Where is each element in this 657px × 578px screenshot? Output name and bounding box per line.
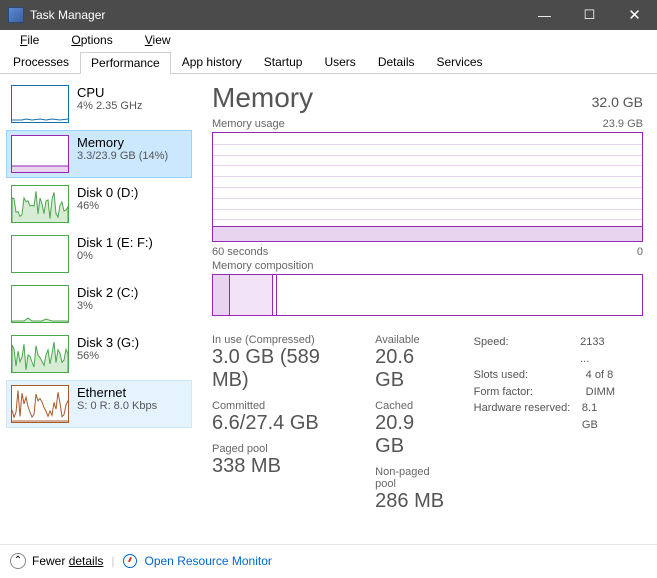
sidebar-name: Ethernet — [77, 385, 157, 400]
sidebar-item-disk0[interactable]: Disk 0 (D:)46% — [6, 180, 192, 228]
stat-label: Non-paged pool — [375, 466, 446, 490]
thumb-memory — [11, 135, 69, 173]
tab-processes[interactable]: Processes — [2, 51, 80, 73]
sidebar-name: Disk 1 (E: F:) — [77, 235, 153, 250]
window-title: Task Manager — [30, 8, 522, 22]
tabstrip: ProcessesPerformanceApp historyStartupUs… — [0, 50, 657, 74]
sidebar-sub: 46% — [77, 200, 138, 212]
sidebar-item-disk1[interactable]: Disk 1 (E: F:)0% — [6, 230, 192, 278]
stat-value: 20.9 GB — [375, 412, 446, 458]
footer: ⌃ Fewer details | Open Resource Monitor — [0, 544, 657, 576]
tab-performance[interactable]: Performance — [80, 52, 171, 74]
stat-label: Cached — [375, 400, 446, 412]
sidebar-sub: 3.3/23.9 GB (14%) — [77, 150, 168, 162]
tab-users[interactable]: Users — [313, 51, 366, 73]
open-resource-monitor-link[interactable]: Open Resource Monitor — [145, 554, 272, 568]
menu-file[interactable]: File — [4, 31, 55, 49]
kv-key: Speed: — [474, 334, 580, 367]
stat-value: 20.6 GB — [375, 346, 446, 392]
sidebar-item-disk3[interactable]: Disk 3 (G:)56% — [6, 330, 192, 378]
app-icon — [8, 7, 24, 23]
resource-monitor-icon — [123, 554, 137, 568]
sidebar-item-memory[interactable]: Memory3.3/23.9 GB (14%) — [6, 130, 192, 178]
stat-value: 338 MB — [212, 455, 347, 478]
tab-details[interactable]: Details — [367, 51, 426, 73]
detail-panel: Memory 32.0 GB Memory usage 23.9 GB 60 s… — [198, 74, 657, 544]
time-left: 60 seconds — [212, 246, 268, 258]
stat-value: 6.6/27.4 GB — [212, 412, 347, 435]
sidebar: CPU4% 2.35 GHzMemory3.3/23.9 GB (14%)Dis… — [0, 74, 198, 544]
thumb-disk0 — [11, 185, 69, 223]
stats: In use (Compressed)3.0 GB (589 MB) Commit… — [212, 334, 643, 521]
menu-view[interactable]: View — [129, 31, 187, 49]
stat-label: Available — [375, 334, 446, 346]
sidebar-item-cpu[interactable]: CPU4% 2.35 GHz — [6, 80, 192, 128]
stat-label: In use (Compressed) — [212, 334, 347, 346]
tab-app-history[interactable]: App history — [171, 51, 253, 73]
thumb-eth — [11, 385, 69, 423]
stat-label: Committed — [212, 400, 347, 412]
tab-startup[interactable]: Startup — [253, 51, 314, 73]
sidebar-sub: 56% — [77, 350, 139, 362]
sidebar-name: Disk 0 (D:) — [77, 185, 138, 200]
kv-val: 2133 ... — [580, 334, 615, 367]
kv-key: Form factor: — [474, 384, 586, 401]
maximize-button[interactable]: ☐ — [567, 0, 612, 30]
close-button[interactable]: ✕ — [612, 0, 657, 30]
sidebar-sub: S: 0 R: 8.0 Kbps — [77, 400, 157, 412]
sidebar-name: Disk 2 (C:) — [77, 285, 138, 300]
stat-value: 286 MB — [375, 490, 446, 513]
usage-label: Memory usage — [212, 118, 285, 130]
thumb-disk1 — [11, 235, 69, 273]
kv-val: 4 of 8 — [586, 367, 614, 384]
stat-value: 3.0 GB (589 MB) — [212, 346, 347, 392]
sidebar-sub: 0% — [77, 250, 153, 262]
tab-services[interactable]: Services — [426, 51, 494, 73]
kv-val: DIMM — [586, 384, 615, 401]
minimize-button[interactable]: — — [522, 0, 567, 30]
sidebar-name: Disk 3 (G:) — [77, 335, 139, 350]
titlebar: Task Manager — ☐ ✕ — [0, 0, 657, 30]
sidebar-name: CPU — [77, 85, 142, 100]
detail-title: Memory — [212, 82, 313, 114]
sidebar-sub: 3% — [77, 300, 138, 312]
thumb-cpu — [11, 85, 69, 123]
time-right: 0 — [637, 246, 643, 258]
stat-label: Paged pool — [212, 443, 347, 455]
chevron-up-icon[interactable]: ⌃ — [10, 553, 26, 569]
usage-band — [213, 226, 642, 241]
sidebar-sub: 4% 2.35 GHz — [77, 100, 142, 112]
detail-total: 32.0 GB — [592, 94, 643, 110]
fewer-details-label[interactable]: Fewer details — [32, 554, 103, 568]
thumb-disk2 — [11, 285, 69, 323]
menu-options[interactable]: Options — [55, 31, 128, 49]
sidebar-item-eth[interactable]: EthernetS: 0 R: 8.0 Kbps — [6, 380, 192, 428]
content: CPU4% 2.35 GHzMemory3.3/23.9 GB (14%)Dis… — [0, 74, 657, 544]
comp-label: Memory composition — [212, 260, 313, 272]
kv-key: Slots used: — [474, 367, 586, 384]
menubar: FileOptionsView — [0, 30, 657, 50]
kv-val: 8.1 GB — [582, 400, 615, 433]
sidebar-item-disk2[interactable]: Disk 2 (C:)3% — [6, 280, 192, 328]
usage-right: 23.9 GB — [603, 118, 643, 130]
kv-key: Hardware reserved: — [474, 400, 582, 433]
sidebar-name: Memory — [77, 135, 168, 150]
usage-graph — [212, 132, 643, 242]
thumb-disk3 — [11, 335, 69, 373]
composition-bar — [212, 274, 643, 316]
